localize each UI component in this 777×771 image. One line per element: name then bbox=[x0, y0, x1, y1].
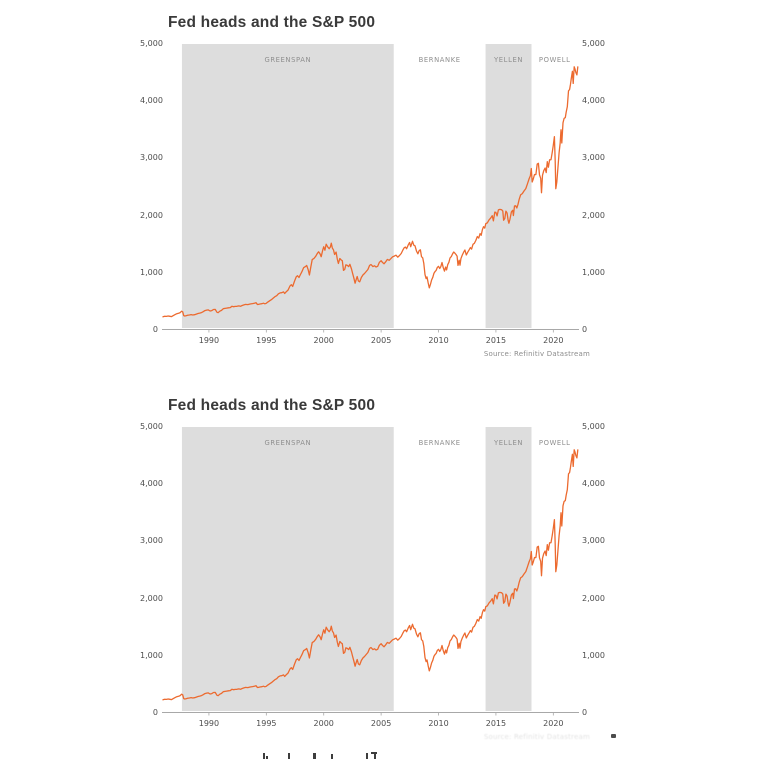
fed-chair-band bbox=[485, 427, 532, 711]
y-tick-label: 0 bbox=[152, 708, 158, 717]
fed-chair-label: YELLEN bbox=[493, 439, 523, 447]
y-tick-label: 2,000 bbox=[140, 210, 163, 220]
y-tick-label: 5,000 bbox=[582, 422, 605, 431]
clipped-text-fragment bbox=[288, 753, 290, 759]
smudge-artifact bbox=[611, 734, 616, 738]
source-credit-faded: Source: Refinitiv Datastream bbox=[483, 733, 590, 741]
clipped-text-fragment bbox=[331, 754, 333, 759]
fed-chair-label: POWELL bbox=[539, 439, 571, 447]
sp500-line bbox=[162, 66, 579, 318]
x-tick-label: 2000 bbox=[313, 719, 334, 728]
x-tick-label: 2010 bbox=[428, 719, 449, 728]
y-tick-label: 4,000 bbox=[582, 479, 605, 489]
y-tick-label: 4,000 bbox=[140, 96, 163, 106]
clipped-text-fragment bbox=[266, 756, 268, 759]
y-tick-label: 1,000 bbox=[582, 267, 605, 277]
source-credit: Source: Refinitiv Datastream bbox=[483, 350, 590, 358]
fed-chair-label: GREENSPAN bbox=[264, 439, 311, 447]
clipped-text-fragment bbox=[371, 752, 377, 754]
y-tick-label: 3,000 bbox=[582, 536, 605, 546]
fed-chair-band bbox=[181, 427, 394, 711]
y-tick-label: 5,000 bbox=[140, 39, 163, 48]
chart-fed-heads-sp500-bottom: Fed heads and the S&P 500 0 1,000 2,000 3,0… bbox=[140, 393, 660, 771]
y-tick-label: 5,000 bbox=[140, 422, 163, 431]
chart-title: Fed heads and the S&P 500 bbox=[168, 14, 376, 31]
x-tick-label: 2015 bbox=[485, 336, 507, 345]
plot-area: GREENSPAN BERNANKE YELLEN POWELL bbox=[162, 427, 579, 716]
x-tick-label: 2020 bbox=[543, 336, 564, 345]
y-tick-label: 0 bbox=[582, 325, 588, 334]
clipped-text-fragment bbox=[313, 753, 316, 759]
y-tick-label: 1,000 bbox=[140, 650, 163, 660]
y-tick-label: 4,000 bbox=[140, 479, 163, 489]
y-tick-label: 1,000 bbox=[140, 267, 163, 277]
sp500-line bbox=[162, 449, 579, 701]
y-tick-label: 3,000 bbox=[140, 153, 163, 163]
y-tick-label: 3,000 bbox=[140, 536, 163, 546]
x-tick-label: 1990 bbox=[198, 719, 220, 728]
y-tick-label: 3,000 bbox=[582, 153, 605, 163]
clipped-text-fragment bbox=[366, 753, 368, 759]
fed-chair-band bbox=[181, 44, 394, 328]
y-tick-label: 0 bbox=[582, 708, 588, 717]
y-tick-label: 2,000 bbox=[582, 593, 605, 603]
chart-title: Fed heads and the S&P 500 bbox=[168, 397, 376, 414]
y-tick-label: 5,000 bbox=[582, 39, 605, 48]
x-tick-label: 1995 bbox=[256, 719, 277, 728]
x-tick-label: 2005 bbox=[370, 719, 392, 728]
y-tick-label: 0 bbox=[152, 325, 158, 334]
y-tick-label: 2,000 bbox=[582, 210, 605, 220]
x-tick-label: 1990 bbox=[198, 336, 220, 345]
chart-fed-heads-sp500-top: Fed heads and the S&P 500 0 1,000 2,000 3,0… bbox=[140, 10, 660, 388]
fed-chair-label: BERNANKE bbox=[419, 56, 461, 64]
x-tick-label: 2010 bbox=[428, 336, 449, 345]
x-tick-label: 2005 bbox=[370, 336, 392, 345]
x-tick-label: 2015 bbox=[485, 719, 507, 728]
y-tick-label: 1,000 bbox=[582, 650, 605, 660]
fed-chair-label: BERNANKE bbox=[419, 439, 461, 447]
clipped-text-fragment bbox=[374, 754, 376, 759]
x-tick-label: 1995 bbox=[256, 336, 277, 345]
clipped-text-fragment bbox=[263, 753, 265, 759]
fed-chair-label: POWELL bbox=[539, 56, 571, 64]
fed-chair-band bbox=[485, 44, 532, 328]
fed-chair-label: GREENSPAN bbox=[264, 56, 311, 64]
x-tick-label: 2020 bbox=[543, 719, 564, 728]
x-tick-label: 2000 bbox=[313, 336, 334, 345]
plot-area: GREENSPAN BERNANKE YELLEN POWELL bbox=[162, 44, 579, 333]
y-tick-label: 4,000 bbox=[582, 96, 605, 106]
fed-chair-label: YELLEN bbox=[493, 56, 523, 64]
y-tick-label: 2,000 bbox=[140, 593, 163, 603]
